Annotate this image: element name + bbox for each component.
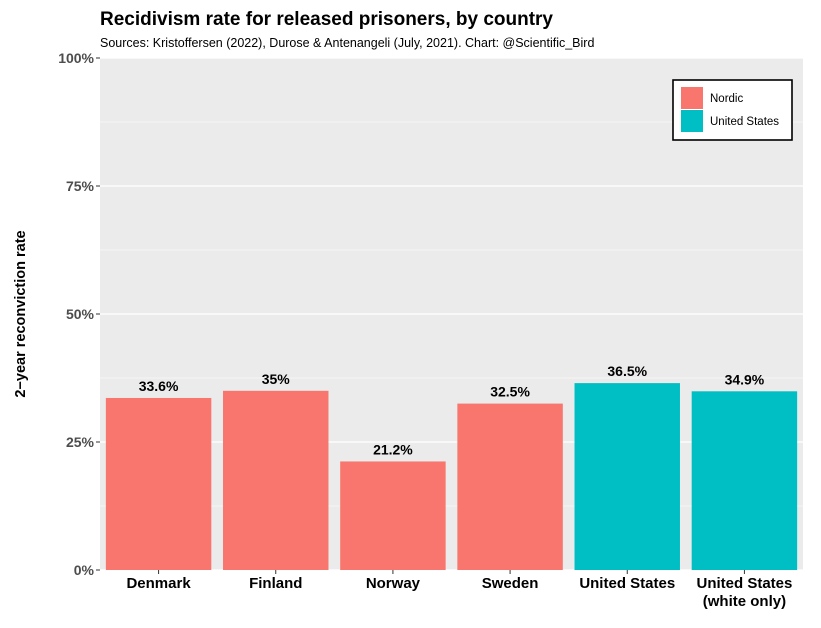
- gridlines: [100, 57, 803, 571]
- x-axis: Denmark Finland Norway Sweden United States U…: [126, 570, 792, 610]
- bar: [574, 383, 680, 570]
- x-tick-label: Sweden: [482, 575, 539, 592]
- chart-title: Recidivism rate for released prisoners, …: [100, 9, 554, 30]
- data-label: 34.9%: [725, 371, 765, 387]
- data-label: 32.5%: [490, 384, 530, 400]
- bars: [105, 383, 798, 570]
- legend-key: [681, 87, 703, 109]
- y-tick-label: 0%: [74, 562, 95, 578]
- legend-label: Nordic: [710, 93, 743, 105]
- x-tick-label: United States: [579, 575, 675, 592]
- y-tick-label: 50%: [66, 306, 95, 322]
- y-tick-label: 100%: [58, 50, 94, 66]
- x-tick-label: Finland: [249, 575, 302, 592]
- y-axis: 0% 25% 50% 75% 100%: [58, 50, 100, 578]
- bar: [457, 403, 563, 570]
- y-tick-label: 75%: [66, 178, 95, 194]
- bar: [105, 397, 212, 570]
- data-label: 35%: [262, 371, 291, 387]
- y-tick-label: 25%: [66, 434, 95, 450]
- legend-label: United States: [710, 116, 779, 128]
- bar: [691, 391, 798, 570]
- legend-key: [681, 110, 703, 132]
- bar: [340, 461, 446, 570]
- y-axis-label: 2−year reconviction rate: [13, 230, 29, 397]
- legend: Nordic United States: [672, 79, 793, 141]
- bar: [223, 390, 329, 570]
- data-label: 21.2%: [373, 441, 413, 457]
- data-labels: 33.6% 35% 21.2% 32.5% 36.5% 34.9%: [139, 363, 765, 457]
- x-tick-label: Norway: [366, 575, 421, 592]
- chart-subtitle: Sources: Kristoffersen (2022), Durose & …: [100, 36, 595, 50]
- x-tick-label: United States (white only): [696, 575, 792, 610]
- x-tick-label: Denmark: [126, 575, 191, 592]
- data-label: 33.6%: [139, 378, 179, 394]
- data-label: 36.5%: [607, 363, 647, 379]
